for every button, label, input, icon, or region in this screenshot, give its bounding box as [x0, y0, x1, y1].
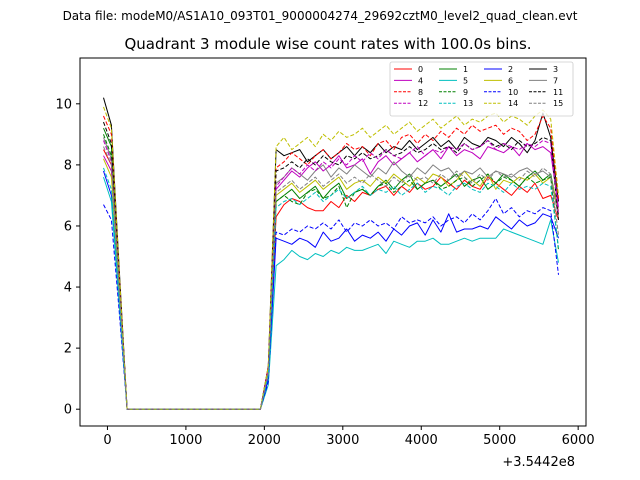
- x-tick-label: 0: [103, 433, 111, 448]
- x-offset-label: +3.5442e8: [502, 455, 575, 470]
- y-tick-label: 8: [64, 158, 72, 173]
- series-line-15: [103, 146, 559, 410]
- legend-label-5: 5: [463, 76, 468, 85]
- legend-label-11: 11: [553, 88, 563, 97]
- legend-label-10: 10: [508, 88, 518, 97]
- legend-label-6: 6: [508, 76, 513, 85]
- legend-label-12: 12: [418, 99, 428, 108]
- plot-area: [79, 57, 587, 427]
- x-tick-label: 5000: [483, 433, 516, 448]
- legend-label-3: 3: [553, 65, 558, 74]
- series-line-12: [103, 140, 559, 410]
- x-tick-label: 4000: [405, 433, 438, 448]
- legend-label-2: 2: [508, 65, 513, 74]
- x-tick-label: 2000: [248, 433, 281, 448]
- y-tick-label: 2: [64, 342, 72, 357]
- y-axis: 0 2 4 6 8 10: [55, 97, 80, 418]
- legend-label-9: 9: [463, 88, 468, 97]
- legend-label-13: 13: [463, 99, 473, 108]
- legend-box: [389, 61, 574, 117]
- legend-label-0: 0: [418, 65, 423, 74]
- legend-label-14: 14: [508, 99, 518, 108]
- legend-label-15: 15: [553, 99, 563, 108]
- x-tick-label: 6000: [562, 433, 595, 448]
- legend-label-4: 4: [418, 76, 423, 85]
- x-tick-label: 3000: [326, 433, 359, 448]
- y-tick-label: 4: [64, 281, 72, 296]
- legend-label-1: 1: [463, 65, 468, 74]
- y-tick-label: 10: [55, 97, 72, 112]
- plot-frame: [79, 57, 587, 427]
- y-tick-label: 0: [64, 403, 72, 418]
- series-line-8: [103, 115, 559, 410]
- x-axis: 0 1000 2000 3000 4000 5000 6000: [103, 426, 595, 448]
- series-line-14: [103, 106, 559, 410]
- legend-label-8: 8: [418, 88, 423, 97]
- x-tick-label: 1000: [169, 433, 202, 448]
- chart-suptitle: Data file: modeM0/AS1A10_093T01_90000042…: [63, 9, 578, 23]
- y-tick-label: 6: [64, 219, 72, 234]
- chart-title: Quadrant 3 module wise count rates with …: [124, 35, 531, 53]
- legend-label-7: 7: [553, 76, 558, 85]
- series-lines: [103, 97, 559, 410]
